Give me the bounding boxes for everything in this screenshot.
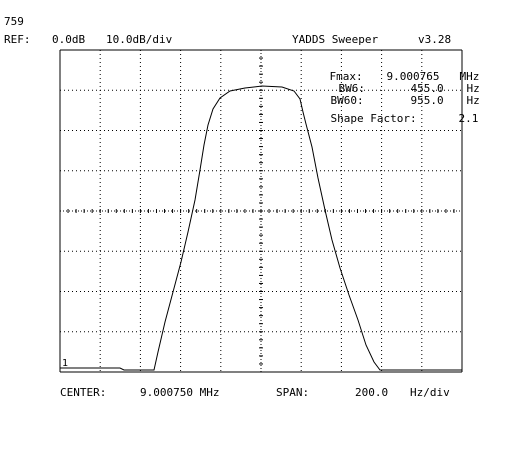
bw6-value-row: 455.0: [384, 71, 444, 107]
shape-factor-label: Shape Factor:: [330, 112, 417, 125]
bw6-label-row: BW6:: [312, 71, 366, 107]
shape-factor-label-row: Shape Factor:: [304, 101, 417, 137]
bw6-value: 455.0: [410, 82, 444, 95]
center-label: CENTER:: [60, 386, 107, 399]
bw60-unit: Hz: [466, 94, 480, 107]
app-version: v3.28: [418, 33, 452, 46]
span-unit: Hz/div: [410, 386, 450, 399]
fmax-value: 9.000765: [386, 70, 440, 83]
span-label: SPAN:: [276, 386, 310, 399]
bw60-value-row: 955.0: [384, 83, 444, 119]
bw60-unit-row: Hz: [440, 83, 480, 119]
bw6-unit-row: Hz: [440, 71, 480, 107]
bw6-label: BW6:: [338, 82, 366, 95]
vertical-scale: 10.0dB/div: [106, 33, 173, 46]
app-title: YADDS Sweeper: [292, 33, 379, 46]
ref-level: 0.0dB: [52, 33, 86, 46]
span-value: 200.0: [355, 386, 389, 399]
bw60-value: 955.0: [410, 94, 444, 107]
bw60-label-row: BW60:: [304, 83, 364, 119]
graticule-grid: [59, 49, 463, 373]
fmax-unit-row: MHz: [433, 59, 480, 95]
fmax-value-row: 9.000765: [360, 59, 440, 95]
center-frequency: 9.000750 MHz: [140, 386, 220, 399]
ref-label: REF:: [4, 33, 31, 46]
frequency-response-trace: [60, 85, 462, 371]
fmax-row: Fmax:: [303, 59, 363, 95]
fmax-unit: MHz: [459, 70, 480, 83]
bw60-label: BW60:: [330, 94, 364, 107]
shape-factor-value-row: 2.1: [432, 101, 479, 137]
shape-factor-value: 2.1: [458, 112, 479, 125]
sweep-count: 759: [4, 15, 24, 28]
fmax-label: Fmax:: [329, 70, 363, 83]
bw6-unit: Hz: [466, 82, 480, 95]
trace-marker-label: 1: [62, 358, 69, 369]
